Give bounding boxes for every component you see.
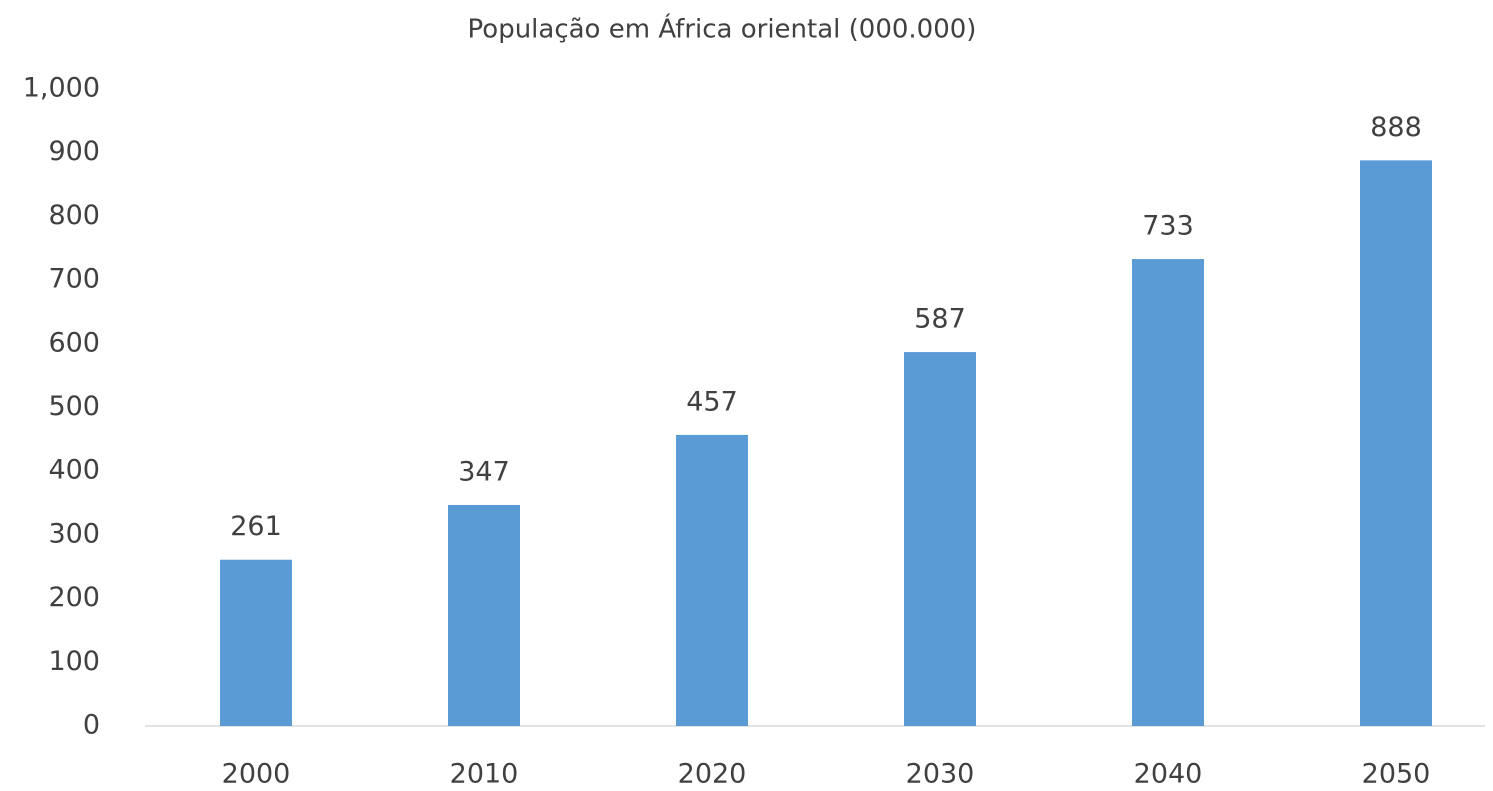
y-tick-label: 900 — [48, 136, 100, 167]
chart-title: População em África oriental (000.000) — [468, 13, 977, 45]
data-label: 457 — [686, 386, 738, 417]
data-label: 888 — [1370, 112, 1422, 143]
x-tick-label: 2010 — [450, 759, 519, 790]
bar — [904, 352, 976, 726]
bar — [676, 434, 748, 726]
data-label: 733 — [1142, 211, 1194, 242]
data-label: 261 — [230, 511, 282, 542]
y-tick-label: 0 — [83, 710, 100, 741]
bar — [448, 504, 520, 726]
data-label: 587 — [914, 304, 966, 335]
bar — [1360, 160, 1432, 726]
x-tick-label: 2020 — [678, 759, 747, 790]
y-tick-label: 200 — [48, 582, 100, 613]
x-tick-label: 2050 — [1362, 759, 1431, 790]
y-tick-label: 400 — [48, 455, 100, 486]
y-tick-label: 1,000 — [23, 73, 100, 104]
y-tick-label: 600 — [48, 327, 100, 358]
y-tick-label: 700 — [48, 264, 100, 295]
bar — [220, 559, 292, 726]
bar — [1132, 259, 1204, 726]
y-tick-label: 800 — [48, 200, 100, 231]
data-label: 347 — [458, 456, 510, 487]
y-tick-label: 100 — [48, 646, 100, 677]
x-tick-label: 2040 — [1134, 759, 1203, 790]
y-tick-label: 300 — [48, 518, 100, 549]
x-tick-label: 2030 — [906, 759, 975, 790]
y-tick-label: 500 — [48, 391, 100, 422]
x-tick-label: 2000 — [222, 759, 291, 790]
